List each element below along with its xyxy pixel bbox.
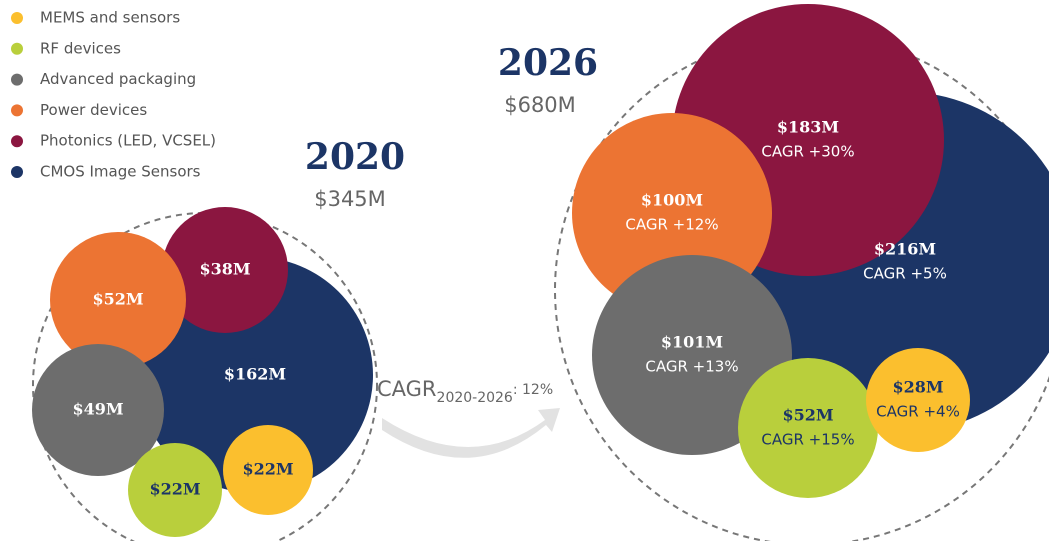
value-label: $162M xyxy=(224,365,286,384)
legend-label: Power devices xyxy=(40,101,147,119)
value-label: $22M xyxy=(242,460,293,479)
annotation-subscript: 2020-2026 xyxy=(437,390,513,406)
bubble xyxy=(223,425,313,515)
legend-dot xyxy=(11,42,23,55)
bubble xyxy=(32,344,164,476)
legend-label: Photonics (LED, VCSEL) xyxy=(40,132,216,150)
annotation-suffix: : 12% xyxy=(513,382,553,398)
growth-label: CAGR +13% xyxy=(645,358,738,376)
value-label: $52M xyxy=(782,406,833,425)
legend-label: RF devices xyxy=(40,39,121,57)
bubble xyxy=(128,443,222,537)
bubble xyxy=(50,232,186,368)
legend-label: MEMS and sensors xyxy=(40,9,180,27)
value-label: $216M xyxy=(874,240,936,259)
arrow xyxy=(382,408,560,458)
total-label: $680M xyxy=(504,93,576,117)
total-label: $345M xyxy=(314,187,386,211)
legend-label: CMOS Image Sensors xyxy=(40,163,201,181)
value-label: $28M xyxy=(892,378,943,397)
legend-dot xyxy=(11,73,23,86)
legend-dot xyxy=(11,135,23,148)
legend-dot xyxy=(11,104,23,117)
value-label: $49M xyxy=(72,400,123,419)
growth-label: CAGR +30% xyxy=(761,143,854,161)
legend-dot xyxy=(11,12,23,24)
annotation-text: CAGR xyxy=(377,377,437,401)
group-outline xyxy=(32,212,378,541)
value-label: $100M xyxy=(641,191,703,210)
value-label: $52M xyxy=(92,290,143,309)
bubble xyxy=(866,348,970,452)
growth-label: CAGR +12% xyxy=(625,216,718,234)
bubble xyxy=(162,207,288,333)
year-label: 2020 xyxy=(305,136,405,178)
bubble xyxy=(738,358,878,498)
legend-dot xyxy=(11,166,23,178)
value-label: $22M xyxy=(149,480,200,499)
value-label: $38M xyxy=(199,260,250,279)
value-label: $183M xyxy=(777,118,839,137)
year-label: 2026 xyxy=(498,42,598,84)
annotation: CAGR2020-2026: 12% xyxy=(377,377,553,406)
legend-label: Advanced packaging xyxy=(40,70,196,88)
growth-label: CAGR +5% xyxy=(863,265,947,283)
growth-label: CAGR +4% xyxy=(876,403,960,421)
growth-label: CAGR +15% xyxy=(761,431,854,449)
value-label: $101M xyxy=(661,333,723,352)
